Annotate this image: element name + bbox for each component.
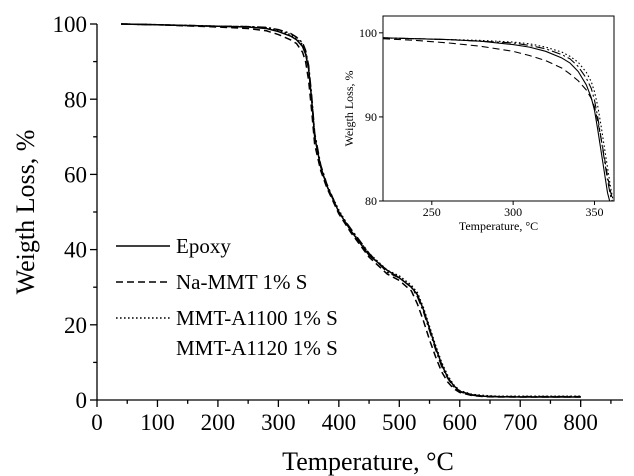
main-x-tick-label: 500 — [382, 410, 417, 435]
inset-x-tick-label: 300 — [504, 205, 522, 219]
inset-y-tick-label: 90 — [365, 110, 377, 124]
legend-item: Epoxy — [116, 234, 231, 258]
main-y-tick-label: 80 — [64, 87, 87, 112]
inset-series-group — [383, 37, 614, 201]
main-x-tick-label: 600 — [443, 410, 478, 435]
main-plot: 0 100 200 300 400 500 600 700 800 0 20 40 60 80 100 Tem… — [11, 12, 623, 476]
legend-item: MMT-A1120 1% S — [176, 336, 338, 360]
inset-series-line-0 — [383, 37, 611, 201]
legend: Epoxy Na-MMT 1% S MMT-A1100 1% S MMT-A1120 … — [116, 234, 338, 360]
main-x-tick-label: 200 — [201, 410, 236, 435]
main-series-line-3 — [121, 23, 581, 398]
main-x-tick-label: 0 — [91, 410, 103, 435]
inset-frame — [382, 15, 615, 202]
inset-x-tick-label: 250 — [423, 205, 441, 219]
legend-item: Na-MMT 1% S — [116, 270, 307, 294]
main-series-group — [121, 23, 581, 398]
inset-x-tick-label: 350 — [585, 205, 603, 219]
legend-item: MMT-A1100 1% S — [116, 306, 338, 330]
main-y-tick-label: 60 — [64, 162, 87, 187]
main-x-axis-title: Temperature, °C — [282, 447, 454, 476]
main-y-tick-label: 20 — [64, 313, 87, 338]
main-series-line-1 — [121, 23, 581, 398]
legend-label: MMT-A1100 1% S — [176, 306, 338, 330]
inset-y-axis-title: Weigth Loss, % — [342, 70, 356, 146]
main-x-tick-label: 100 — [140, 410, 175, 435]
main-y-tick-label: 0 — [76, 388, 88, 413]
legend-label: Epoxy — [176, 234, 231, 258]
inset-plot: 250 300 350 80 90 100 Temperature, °C Weigth Lo… — [342, 15, 615, 233]
legend-label: MMT-A1120 1% S — [176, 336, 338, 360]
main-y-axis-title: Weigth Loss, % — [11, 130, 40, 295]
legend-label: Na-MMT 1% S — [176, 270, 307, 294]
main-x-tick-label: 400 — [322, 410, 357, 435]
inset-y-tick-label: 100 — [359, 26, 377, 40]
main-x-tick-label: 800 — [563, 410, 598, 435]
inset-series-line-3 — [383, 37, 613, 201]
main-y-tick-label: 40 — [64, 238, 87, 263]
inset-y-tick-label: 80 — [365, 194, 377, 208]
main-x-tick-label: 700 — [503, 410, 538, 435]
inset-series-line-2 — [383, 37, 614, 201]
inset-x-axis-title: Temperature, °C — [459, 219, 538, 233]
main-x-tick-label: 300 — [261, 410, 296, 435]
main-y-tick-label: 100 — [53, 12, 88, 37]
inset-series-line-1 — [383, 38, 614, 201]
